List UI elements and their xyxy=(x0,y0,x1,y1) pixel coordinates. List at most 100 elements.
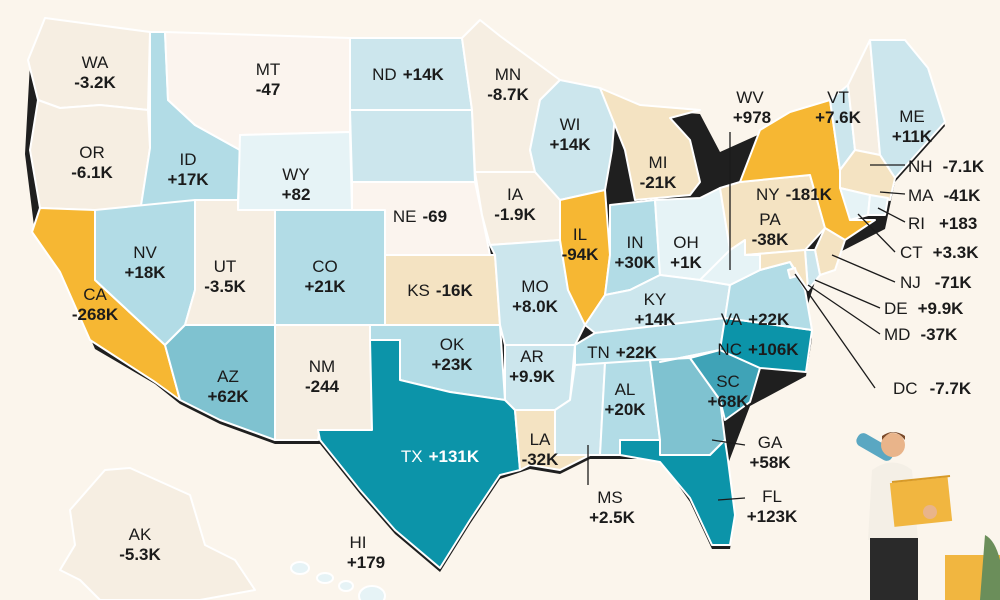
label-MN-value: -8.7K xyxy=(487,85,529,104)
state-TX[interactable] xyxy=(317,339,521,569)
label-IL: IL -94K xyxy=(562,225,600,264)
label-MS-value: +2.5K xyxy=(589,508,636,527)
label-CO-code: CO xyxy=(312,257,338,276)
label-AR-value: +9.9K xyxy=(509,367,556,386)
label-NY-value: -181K xyxy=(786,185,833,204)
label-WA-value: -3.2K xyxy=(74,73,116,92)
label-WA-code: WA xyxy=(82,53,109,72)
state-MI[interactable] xyxy=(599,87,701,201)
label-UT-value: -3.5K xyxy=(204,277,246,296)
label-MS: MS +2.5K xyxy=(589,488,636,527)
label-MI-value: -21K xyxy=(640,173,678,192)
label-RI: RI +183 xyxy=(908,214,977,233)
label-IA-code: IA xyxy=(507,185,524,204)
label-TX-code: TX xyxy=(401,447,423,466)
label-RI-value: +183 xyxy=(939,214,977,233)
state-AK[interactable] xyxy=(59,467,256,600)
label-DE-code: DE xyxy=(884,299,908,318)
label-MA-code: MA xyxy=(908,186,934,205)
label-NV-code: NV xyxy=(133,243,157,262)
label-MD: MD -37K xyxy=(884,325,958,344)
label-DE-value: +9.9K xyxy=(918,299,965,318)
label-LA-value: -32K xyxy=(522,450,560,469)
label-MI: MI -21K xyxy=(640,153,678,192)
label-IN-value: +30K xyxy=(614,253,656,272)
label-ME: ME +11K xyxy=(892,107,933,146)
label-AZ-code: AZ xyxy=(217,367,239,386)
state-WI[interactable] xyxy=(529,79,616,201)
label-NH-value: -7.1K xyxy=(943,157,985,176)
state-MD[interactable] xyxy=(744,249,809,291)
label-ID-code: ID xyxy=(180,150,197,169)
label-AK: AK -5.3K xyxy=(119,525,161,564)
label-KS-code: KS xyxy=(407,281,430,300)
label-GA: GA +58K xyxy=(749,433,791,472)
label-CO: CO +21K xyxy=(304,257,346,296)
label-AZ: AZ +62K xyxy=(207,367,249,406)
label-OH-code: OH xyxy=(673,233,699,252)
label-CA-code: CA xyxy=(83,285,107,304)
label-MT-value: -47 xyxy=(256,80,281,99)
state-SD[interactable] xyxy=(349,109,476,183)
label-FL-value: +123K xyxy=(747,507,798,526)
label-NJ: NJ -71K xyxy=(900,273,972,292)
leader-line-dc xyxy=(794,273,876,389)
label-DC: DC -7.7K xyxy=(893,379,972,398)
label-KY-value: +14K xyxy=(634,310,676,329)
label-VT-code: VT xyxy=(827,88,849,107)
label-CT-value: +3.3K xyxy=(933,243,980,262)
label-MA-value: -41K xyxy=(944,186,982,205)
label-WY-code: WY xyxy=(282,165,309,184)
label-CA-value: -268K xyxy=(72,305,119,324)
state-DC[interactable] xyxy=(787,267,798,279)
state-NC[interactable] xyxy=(659,317,813,373)
label-NH: NH -7.1K xyxy=(908,157,985,176)
label-IL-value: -94K xyxy=(562,245,600,264)
label-NM: NM -244 xyxy=(305,357,340,396)
label-MS-code: MS xyxy=(597,488,623,507)
leader-line-ri xyxy=(877,207,906,223)
label-SC-code: SC xyxy=(716,372,740,391)
label-MO-code: MO xyxy=(521,277,548,296)
label-NV: NV +18K xyxy=(124,243,166,282)
label-IN-code: IN xyxy=(627,233,644,252)
state-NJ[interactable] xyxy=(814,227,846,276)
label-AR: AR +9.9K xyxy=(509,347,556,386)
label-NC-code: NC xyxy=(717,340,742,359)
label-KS: KS -16K xyxy=(407,281,473,300)
label-SC: SC +68K xyxy=(707,372,749,411)
label-VA-value: +22K xyxy=(748,310,790,329)
label-NY-code: NY xyxy=(756,185,780,204)
label-ID-value: +17K xyxy=(167,170,209,189)
label-OK-value: +23K xyxy=(431,355,473,374)
label-AR-code: AR xyxy=(520,347,544,366)
label-ND-code: ND xyxy=(372,65,397,84)
label-TN: TN +22K xyxy=(587,343,658,362)
label-LA: LA -32K xyxy=(522,430,560,469)
label-WI-value: +14K xyxy=(549,135,591,154)
label-IA-value: -1.9K xyxy=(494,205,536,224)
label-CO-value: +21K xyxy=(304,277,346,296)
label-MA: MA -41K xyxy=(908,186,981,205)
label-CA: CA -268K xyxy=(72,285,119,324)
state-HI[interactable] xyxy=(290,561,386,600)
label-HI: HI +179 xyxy=(347,533,385,572)
label-WV-value: +978 xyxy=(733,108,771,127)
label-NV-value: +18K xyxy=(124,263,166,282)
label-PA-code: PA xyxy=(759,210,781,229)
label-WV-code: WV xyxy=(736,88,764,107)
label-NC: NC +106K xyxy=(717,340,799,359)
label-WI-code: WI xyxy=(560,115,581,134)
label-OK-code: OK xyxy=(440,335,465,354)
state-FL[interactable] xyxy=(619,439,736,546)
label-PA-value: -38K xyxy=(752,230,790,249)
label-GA-code: GA xyxy=(758,433,783,452)
label-UT: UT -3.5K xyxy=(204,257,246,296)
label-WY-value: +82 xyxy=(282,185,311,204)
label-NE-code: NE xyxy=(393,207,417,226)
label-KY-code: KY xyxy=(644,290,667,309)
label-DE: DE +9.9K xyxy=(884,299,964,318)
label-AK-code: AK xyxy=(129,525,152,544)
label-NM-value: -244 xyxy=(305,377,340,396)
